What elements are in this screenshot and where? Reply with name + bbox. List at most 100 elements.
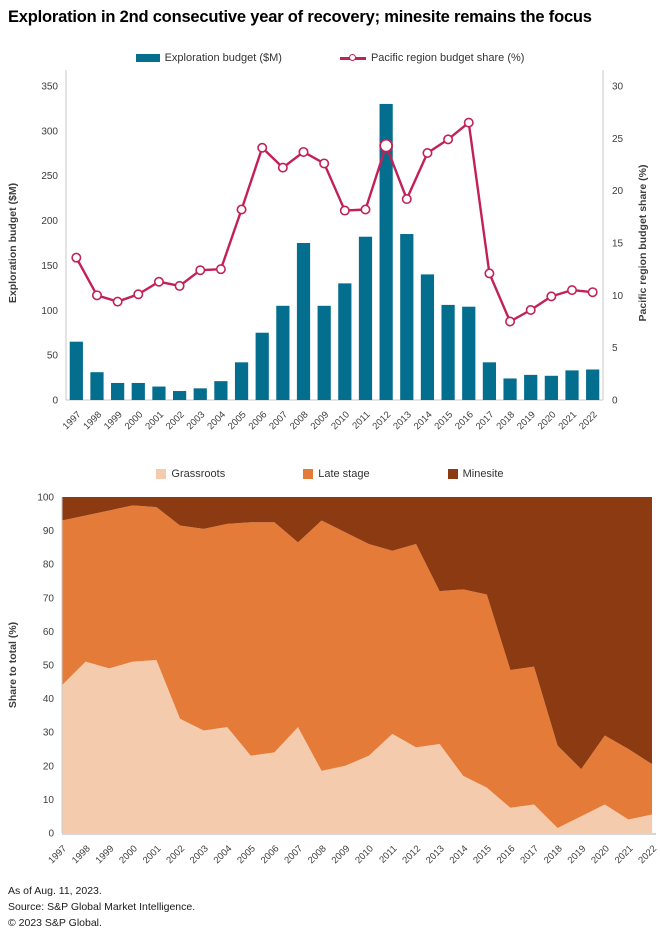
line-marker-2022 bbox=[587, 287, 598, 298]
line-marker-2003 bbox=[195, 265, 206, 276]
bar-2000 bbox=[131, 382, 145, 400]
left-axis-tick-label: 250 bbox=[41, 171, 58, 182]
x-tick-label: 2021 bbox=[613, 843, 636, 866]
bar-2019 bbox=[524, 374, 538, 400]
bar-2011 bbox=[358, 236, 373, 400]
line-marker-2021 bbox=[567, 285, 578, 296]
legend-item-grassroots: Grassroots bbox=[156, 468, 225, 480]
line-marker-2004 bbox=[215, 264, 226, 275]
bar-2007 bbox=[276, 305, 290, 400]
area-chart-legend: Grassroots Late stage Minesite bbox=[0, 468, 660, 480]
bars-group bbox=[69, 103, 600, 400]
grassroots-area bbox=[62, 659, 652, 833]
bar-1999 bbox=[111, 382, 125, 400]
left-axis-tick-label: 0 bbox=[52, 396, 58, 407]
bar-2001 bbox=[152, 386, 166, 400]
legend-label: Pacific region budget share (%) bbox=[370, 52, 525, 64]
line-marker-2006 bbox=[257, 142, 268, 153]
x-tick-label: 2022 bbox=[577, 409, 600, 432]
line-marker-2020 bbox=[546, 291, 557, 302]
left-axis-tick-label: 300 bbox=[41, 126, 58, 137]
bar-2018 bbox=[503, 378, 517, 400]
late-stage-area bbox=[62, 505, 652, 828]
grassroots-swatch-icon bbox=[156, 469, 167, 479]
right-axis-tick-label: 15 bbox=[612, 239, 624, 250]
x-tick-label: 1998 bbox=[70, 843, 93, 866]
y-axis-tick-label: 10 bbox=[43, 795, 55, 806]
x-tick-label: 2003 bbox=[185, 409, 208, 432]
minesite-swatch-icon bbox=[447, 469, 458, 479]
right-axis-tick-label: 5 bbox=[612, 343, 618, 354]
y-axis-tick-label: 20 bbox=[43, 761, 55, 772]
x-tick-label: 2015 bbox=[471, 843, 494, 866]
x-tick-label: 2008 bbox=[288, 409, 311, 432]
x-tick-label: 1997 bbox=[46, 843, 69, 866]
line-marker-1997 bbox=[71, 252, 82, 263]
left-axis-title: Exploration budget ($M) bbox=[7, 183, 19, 303]
x-tick-label: 2013 bbox=[391, 409, 414, 432]
combo-chart-legend: Exploration budget ($M) Pacific region b… bbox=[0, 52, 660, 64]
x-tick-label: 2019 bbox=[515, 409, 538, 432]
pacific-share-line-group bbox=[71, 117, 598, 327]
line-marker-2013 bbox=[401, 194, 412, 205]
x-tick-label: 2019 bbox=[566, 843, 589, 866]
line-marker-2008 bbox=[298, 146, 309, 157]
line-marker-1999 bbox=[112, 296, 123, 307]
x-tick-label: 2005 bbox=[235, 843, 258, 866]
bar-2014 bbox=[420, 274, 435, 400]
open-circle-marker-icon bbox=[348, 53, 356, 61]
bar-2009 bbox=[317, 305, 331, 400]
right-axis-title: Pacific region budget share (%) bbox=[637, 165, 649, 322]
x-tick-label: 2017 bbox=[474, 409, 497, 432]
x-tick-label: 2018 bbox=[494, 409, 517, 432]
x-tick-label: 2004 bbox=[205, 409, 228, 432]
x-tick-label: 2007 bbox=[267, 409, 290, 432]
line-marker-1998 bbox=[91, 290, 102, 301]
legend-label: Late stage bbox=[318, 468, 370, 480]
x-tick-label: 2008 bbox=[306, 843, 329, 866]
x-tick-label: 2021 bbox=[556, 409, 579, 432]
x-tick-label: 1997 bbox=[61, 409, 84, 432]
x-tick-label: 2020 bbox=[589, 843, 612, 866]
line-marker-swatch-icon bbox=[339, 53, 366, 61]
bar-2006 bbox=[255, 332, 269, 400]
right-axis-tick-label: 30 bbox=[612, 82, 624, 93]
bar-2021 bbox=[565, 370, 579, 400]
line-marker-2014 bbox=[422, 147, 433, 158]
y-axis-tick-label: 30 bbox=[43, 728, 55, 739]
y-axis-tick-label: 40 bbox=[43, 694, 55, 705]
x-tick-label: 2009 bbox=[330, 843, 353, 866]
x-tick-label: 2001 bbox=[141, 843, 164, 866]
x-tick-label: 2020 bbox=[536, 409, 559, 432]
minesite-area bbox=[62, 497, 652, 770]
bar-2004 bbox=[214, 381, 228, 400]
bar-2017 bbox=[482, 362, 497, 400]
as-of-date: As of Aug. 11, 2023. bbox=[8, 885, 102, 897]
bar-swatch-icon bbox=[135, 54, 160, 62]
x-tick-label: 2006 bbox=[247, 409, 270, 432]
x-tick-label: 2009 bbox=[309, 409, 332, 432]
bar-2010 bbox=[338, 283, 352, 400]
bar-2016 bbox=[462, 306, 476, 400]
x-tick-label: 1999 bbox=[102, 409, 125, 432]
bar-2012 bbox=[379, 103, 393, 400]
bar-2015 bbox=[441, 304, 455, 400]
x-tick-label: 2018 bbox=[542, 843, 565, 866]
source-note: Source: S&P Global Market Intelligence. bbox=[8, 900, 196, 913]
line-marker-2018 bbox=[505, 316, 516, 327]
legend-label: Grassroots bbox=[171, 468, 226, 480]
y-axis-tick-label: 80 bbox=[43, 560, 55, 571]
line-marker-2009 bbox=[319, 158, 330, 169]
bar-2005 bbox=[234, 362, 249, 400]
line-marker-2001 bbox=[153, 276, 164, 287]
stacked-areas-group bbox=[62, 497, 652, 833]
bar-2020 bbox=[544, 375, 558, 400]
left-axis-tick-label: 200 bbox=[41, 216, 58, 227]
line-marker-2015 bbox=[443, 134, 454, 145]
right-axis-tick-label: 25 bbox=[612, 134, 624, 145]
x-tick-label: 1999 bbox=[94, 843, 117, 866]
y-axis-tick-label: 0 bbox=[48, 829, 54, 840]
bar-2022 bbox=[586, 369, 600, 400]
line-marker-2016 bbox=[463, 117, 474, 128]
line-marker-2007 bbox=[277, 162, 288, 173]
